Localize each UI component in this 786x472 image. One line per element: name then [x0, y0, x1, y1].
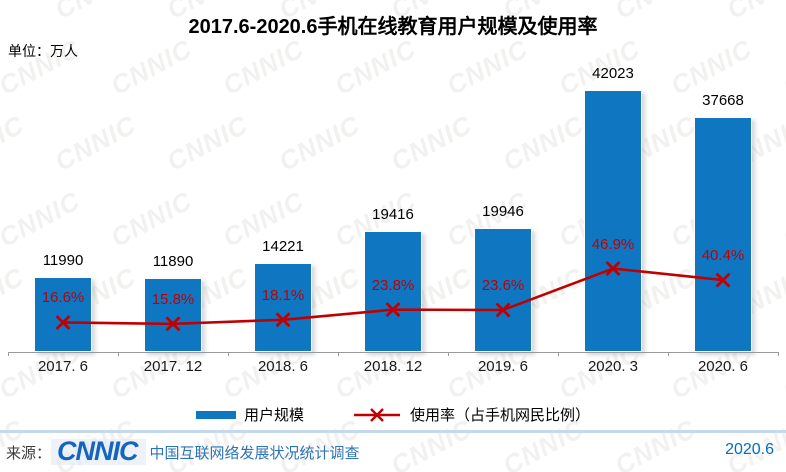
usage-rate-label: 16.6% [41, 289, 85, 307]
usage-rate-label: 46.9% [591, 235, 635, 253]
legend-line-swatch-icon [354, 407, 400, 422]
usage-rate-label: 23.8% [371, 276, 415, 294]
usage-rate-label: 40.4% [701, 247, 745, 265]
bar-value-label: 37668 [702, 92, 744, 109]
bar-value-label: 11890 [152, 253, 194, 270]
x-axis-line [8, 352, 778, 353]
legend: 用户规模 使用率（占手机网民比例） [0, 404, 786, 425]
survey-title: 中国互联网络发展状况统计调查 [149, 444, 360, 462]
chart-title: 2017.6-2020.6手机在线教育用户规模及使用率 [188, 16, 598, 38]
x-axis-label: 2017. 12 [143, 358, 203, 375]
x-axis-tick [338, 352, 339, 356]
x-axis-tick [668, 352, 669, 356]
bar-value-label: 14221 [262, 238, 304, 255]
bar-2 [144, 278, 202, 352]
bar-7 [694, 117, 752, 352]
legend-item-usage: 使用率（占手机网民比例） [352, 404, 590, 425]
source-label: 来源： [6, 444, 52, 462]
x-axis-tick [448, 352, 449, 356]
x-axis-label: 2018. 6 [257, 358, 309, 375]
x-axis-label: 2018. 12 [363, 358, 423, 375]
x-axis-label: 2020. 6 [697, 358, 749, 375]
bar-1 [34, 277, 92, 352]
bar-value-label: 42023 [592, 65, 634, 82]
x-axis-tick [228, 352, 229, 356]
usage-rate-label: 15.8% [151, 290, 195, 308]
bar-value-label: 11990 [42, 252, 84, 269]
footer: 来源： CNNIC 中国互联网络发展状况统计调查 2020.6 [0, 437, 786, 467]
x-axis-tick [778, 352, 779, 356]
x-axis-tick [8, 352, 9, 356]
bar-3 [254, 263, 312, 352]
usage-rate-label: 18.1% [261, 286, 305, 304]
footer-divider [0, 430, 786, 433]
x-axis-tick [558, 352, 559, 356]
x-axis-tick [118, 352, 119, 356]
bar-value-label: 19946 [482, 203, 524, 220]
unit-label: 单位：万人 [8, 43, 78, 59]
legend-bar-label: 用户规模 [243, 407, 304, 424]
cnnic-logo: CNNIC [51, 438, 146, 465]
legend-line-label: 使用率（占手机网民比例） [410, 407, 591, 424]
x-axis-label: 2017. 6 [37, 358, 89, 375]
x-axis-label: 2019. 6 [477, 358, 529, 375]
x-axis-label: 2020. 3 [587, 358, 639, 375]
report-date: 2020.6 [725, 441, 774, 458]
legend-item-users: 用户规模 [195, 404, 304, 425]
bar-value-label: 19416 [372, 206, 414, 223]
usage-rate-label: 23.6% [481, 276, 525, 294]
legend-bar-swatch-icon [195, 410, 236, 419]
bar-6 [584, 90, 642, 352]
